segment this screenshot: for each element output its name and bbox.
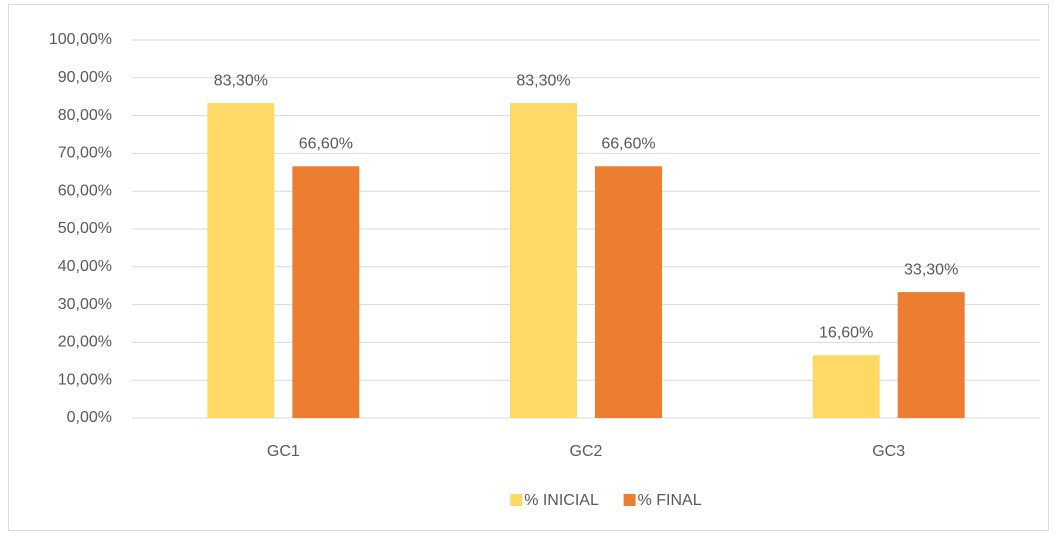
- bar: [812, 355, 880, 418]
- data-label: 66,60%: [299, 135, 353, 152]
- y-tick-label: 10,00%: [58, 371, 112, 388]
- x-tick-label: GC3: [872, 443, 905, 460]
- y-tick-label: 100,00%: [49, 31, 112, 48]
- y-tick-label: 90,00%: [58, 69, 112, 86]
- data-label: 83,30%: [214, 72, 268, 89]
- y-tick-label: 40,00%: [58, 258, 112, 275]
- bar: [595, 166, 662, 418]
- bar: [897, 292, 965, 418]
- bar: [510, 103, 577, 418]
- x-tick-label: GC1: [267, 443, 300, 460]
- legend-label: % FINAL: [638, 492, 702, 509]
- y-tick-label: 0,00%: [67, 409, 112, 426]
- data-label: 83,30%: [516, 72, 570, 89]
- y-tick-label: 50,00%: [58, 220, 112, 237]
- y-tick-label: 70,00%: [58, 145, 112, 162]
- y-tick-label: 30,00%: [58, 296, 112, 313]
- bar: [207, 103, 275, 418]
- x-tick-label: GC2: [570, 443, 603, 460]
- y-tick-label: 60,00%: [58, 182, 112, 199]
- legend-label: % INICIAL: [524, 492, 599, 509]
- legend-swatch: [623, 494, 636, 506]
- y-tick-label: 20,00%: [58, 334, 112, 351]
- legend-swatch: [510, 494, 523, 506]
- data-label: 33,30%: [904, 261, 958, 278]
- data-label: 66,60%: [601, 135, 655, 152]
- bar: [292, 166, 360, 418]
- data-label: 16,60%: [819, 324, 873, 341]
- y-tick-label: 80,00%: [58, 107, 112, 124]
